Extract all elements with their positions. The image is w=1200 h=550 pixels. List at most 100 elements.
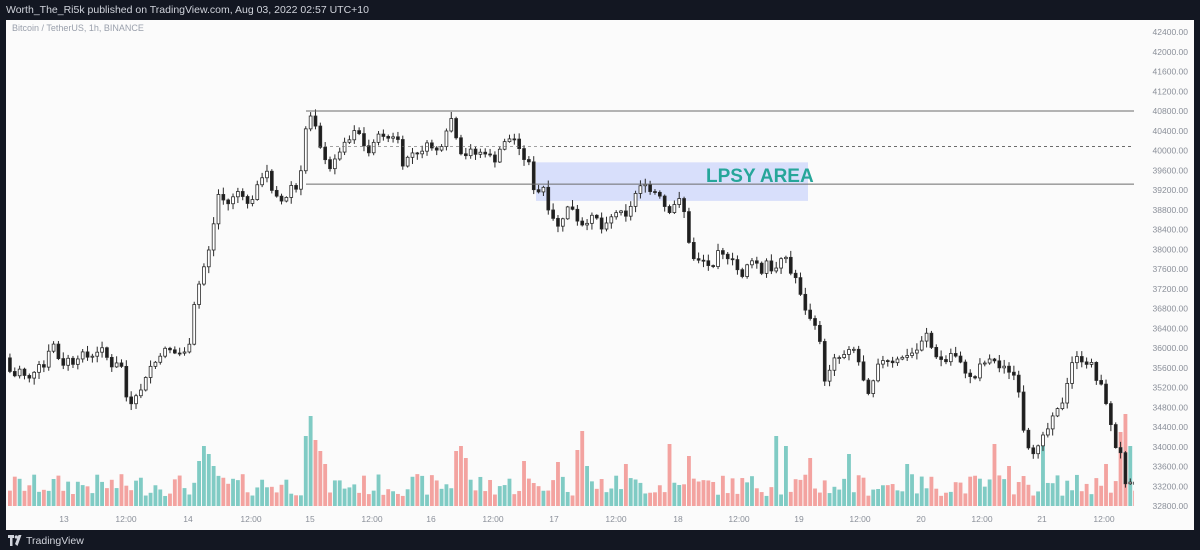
candle-body	[95, 351, 100, 357]
candle-body	[982, 362, 987, 365]
candle-body	[871, 380, 876, 394]
candle-body	[1046, 428, 1050, 436]
candle-body	[527, 159, 531, 163]
y-tick-label: 41600.00	[1153, 67, 1189, 77]
volume-bar	[1070, 490, 1074, 506]
candle-body	[536, 189, 541, 193]
volume-bar	[750, 476, 754, 506]
candle-body	[1016, 374, 1021, 393]
candle-body	[1084, 361, 1089, 365]
volume-bar	[153, 485, 158, 506]
volume-bar	[934, 488, 939, 506]
volume-bar	[235, 480, 240, 506]
candle-body	[318, 125, 323, 148]
candle-body	[51, 343, 56, 352]
volume-bar	[565, 491, 570, 506]
candle-body	[260, 177, 264, 186]
candle-body	[386, 136, 391, 139]
x-tick-label: 12:00	[115, 514, 137, 524]
volume-bar	[143, 495, 148, 506]
candle-body	[929, 332, 934, 348]
volume-bar	[813, 488, 817, 506]
volume-bar	[1031, 495, 1036, 506]
volume-bar	[861, 477, 866, 506]
volume-bar	[303, 436, 308, 506]
candle-body	[755, 260, 759, 264]
candle-body	[978, 363, 982, 379]
candle-body	[594, 214, 599, 219]
chart-plot-area[interactable]: LPSY AREA 42400.00 42000.00 41600.00 41200.0…	[6, 20, 1194, 530]
y-tick-label: 41200.00	[1153, 86, 1189, 96]
candle-body	[628, 205, 633, 217]
volume-bar	[1065, 480, 1070, 506]
candle-body	[1099, 380, 1103, 385]
volume-bar	[245, 492, 250, 506]
volume-bar	[871, 489, 876, 506]
volume-bar	[735, 493, 740, 506]
volume-bar	[211, 466, 216, 506]
volume-bar	[323, 464, 328, 506]
candle-body	[376, 133, 381, 143]
candle-body	[711, 265, 715, 267]
volume-bar	[197, 461, 201, 506]
volume-bar	[958, 482, 963, 506]
candle-body	[333, 158, 337, 170]
volume-bar	[677, 484, 682, 506]
candle-body	[842, 354, 846, 358]
candle-body	[66, 357, 70, 366]
candle-body	[561, 218, 565, 227]
volume-bar	[866, 495, 871, 506]
candle-body	[915, 349, 919, 354]
volume-bar	[560, 476, 565, 506]
volume-bar	[876, 489, 880, 506]
candle-body	[856, 348, 861, 363]
volume-bar	[963, 493, 968, 506]
volume-bar	[580, 431, 585, 506]
volume-bar	[371, 490, 376, 506]
volume-bar	[1045, 482, 1050, 506]
volume-bar	[774, 436, 779, 506]
candle-body	[1002, 365, 1006, 369]
volume-bar	[105, 488, 109, 506]
candle-body	[163, 347, 167, 357]
volume-bar	[890, 484, 895, 506]
volume-bar	[240, 474, 245, 506]
candle-body	[541, 186, 546, 193]
volume-bar	[342, 488, 347, 506]
candle-body	[85, 351, 90, 358]
volume-bar	[788, 491, 793, 506]
volume-bar	[265, 487, 269, 506]
volume-bar	[1026, 484, 1031, 506]
candle-body	[1094, 361, 1099, 381]
volume-bar	[405, 489, 410, 506]
candle-body	[1109, 403, 1113, 425]
volume-bar	[556, 462, 560, 506]
candle-body	[245, 196, 250, 204]
y-tick-label: 34000.00	[1153, 442, 1189, 452]
volume-bar	[662, 492, 667, 506]
candle-body	[876, 363, 880, 382]
candle-body	[61, 358, 66, 366]
plot-background	[6, 20, 1194, 530]
candlestick-chart[interactable]: LPSY AREA 42400.00 42000.00 41600.00 41200.0…	[6, 20, 1194, 530]
volume-bar	[396, 493, 400, 506]
volume-bar	[803, 474, 808, 506]
volume-bar	[391, 491, 395, 506]
candle-body	[1036, 445, 1040, 455]
y-tick-label: 36800.00	[1153, 304, 1189, 314]
candle-body	[808, 309, 812, 319]
candle-body	[963, 361, 968, 374]
volume-bar	[570, 495, 575, 506]
candle-body	[531, 161, 536, 191]
volume-bar	[434, 480, 439, 506]
candle-body	[109, 356, 114, 368]
volume-bar	[95, 474, 100, 506]
candle-body	[769, 260, 774, 272]
volume-bar	[192, 482, 197, 506]
volume-bar	[817, 492, 822, 506]
volume-bar	[1060, 495, 1065, 506]
x-tick-label: 12:00	[605, 514, 627, 524]
candle-body	[779, 258, 783, 269]
candle-body	[197, 283, 201, 305]
